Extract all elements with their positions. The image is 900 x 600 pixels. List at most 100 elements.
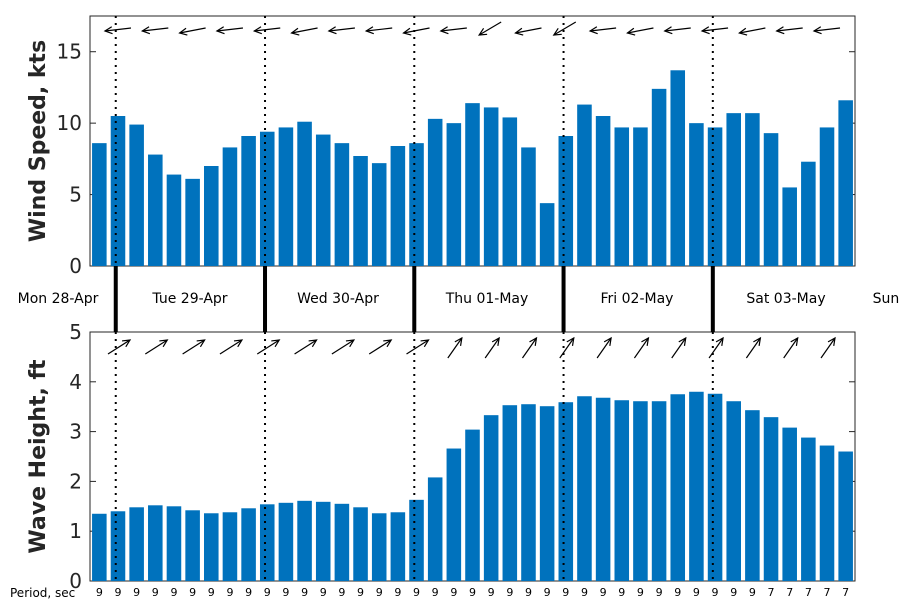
arrow-shaft [701,27,729,32]
bar [651,401,667,581]
arrow-shaft [820,337,836,359]
day-label: Sat 03-May [746,291,825,307]
y-tick-label: 15 [57,40,82,64]
arrow-head [233,339,244,348]
period-value: 9 [469,586,476,599]
period-value: 9 [338,586,345,599]
wave-direction-arrow [368,339,393,355]
period-value: 9 [637,586,644,599]
bar [148,505,163,581]
bar [278,127,294,266]
arrow-shaft [219,339,243,355]
period-value: 9 [432,586,439,599]
arrow-shaft [107,339,131,355]
bar [92,513,107,581]
bar [782,187,797,266]
arrow-shaft [104,27,132,32]
wave-direction-arrow [820,336,836,359]
arrow-shaft [179,27,206,34]
day-label: Thu 01-May [445,291,529,307]
bar [633,127,648,266]
y-tick-label: 10 [57,111,82,135]
bar [558,402,574,581]
period-value: 9 [618,586,625,599]
arrow-shaft [366,27,393,32]
arrow-shaft [182,339,205,355]
period-value: 7 [805,586,812,599]
bar [409,499,424,581]
bar [371,163,387,266]
wave-direction-arrow [144,339,169,355]
bar [465,429,480,581]
arrow-head [790,336,799,346]
wind-direction-arrow [812,26,841,35]
bar [315,501,331,581]
period-value: 9 [264,586,271,599]
arrow-shaft [553,21,577,36]
wave-direction-arrow [521,336,538,359]
bar [446,448,462,581]
period-value: 9 [245,586,252,599]
bar [595,116,611,266]
wave-direction-arrow [182,339,206,355]
arrow-shaft [291,27,318,34]
arrow-shaft [776,27,803,32]
bar [315,134,331,266]
arrow-head [252,26,263,35]
day-label: Wed 30-Apr [297,291,379,307]
bar [353,507,368,581]
y-axis-label: Wave Height, ft [26,359,51,554]
arrow-head [514,27,524,36]
wind-direction-arrow [402,27,430,36]
period-value: 9 [208,586,215,599]
bar [259,131,275,266]
period-value: 9 [357,586,364,599]
arrow-shaft [328,27,355,32]
wind-direction-arrow [140,26,169,35]
y-tick-label: 0 [69,569,82,593]
arrow-head [103,26,113,35]
arrow-shaft [745,337,761,359]
bar [651,88,667,266]
period-value: 9 [450,586,457,599]
bar [166,174,182,266]
arrow-head [454,336,463,346]
arrow-shaft [783,337,799,359]
period-value: 9 [581,586,588,599]
period-value: 9 [133,586,140,599]
period-value: 9 [562,586,569,599]
arrow-head [290,27,300,36]
bar [819,445,835,581]
bar [763,417,779,581]
bar [633,401,648,581]
arrow-head [491,336,500,346]
bar [185,178,200,266]
arrow-head [663,26,673,35]
bar [278,502,294,581]
wave-direction-arrow [406,339,430,355]
bar [110,116,126,266]
period-value: 9 [506,586,513,599]
bar [222,512,238,581]
arrow-shaft [813,27,841,32]
bar [390,146,406,266]
arrow-head [603,336,612,346]
day-label: Fri 02-May [601,291,674,307]
arrow-head [700,26,710,35]
arrow-head [626,27,636,36]
bar [148,154,163,266]
arrow-shaft [515,27,542,34]
bar [521,404,536,581]
bar [390,512,406,581]
bar [726,113,741,267]
wind-direction-arrow [252,26,281,35]
period-value: 9 [170,586,177,599]
period-row: Period, sec 9 9 9 9 9 9 9 9 9 9 9 9 9 9 9 9 9 9 9 9 9 9 9 9 9 9 9 9 9… [10,586,849,600]
arrow-head [641,336,650,346]
arrow-shaft [406,339,429,355]
wave-direction-arrow [331,339,356,355]
wave-direction-arrow [671,336,687,359]
bar [502,117,518,266]
wave-direction-arrow [708,336,724,359]
bar [259,504,275,581]
